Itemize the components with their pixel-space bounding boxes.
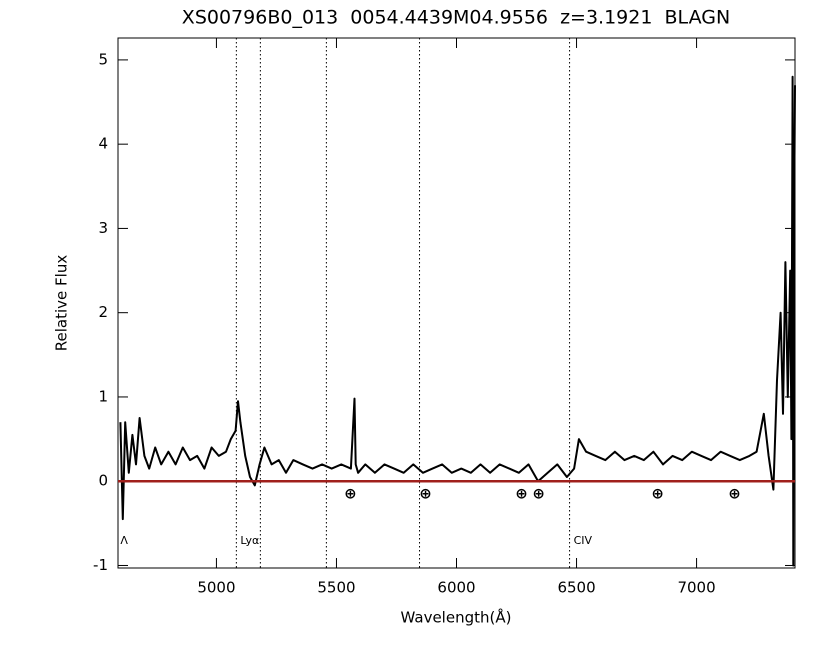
edge-label: Λ: [120, 534, 128, 547]
telluric-marker: ⊕: [515, 484, 528, 502]
line-label: CIV: [574, 534, 593, 547]
telluric-marker: ⊕: [532, 484, 545, 502]
telluric-marker: ⊕: [344, 484, 357, 502]
telluric-marker: ⊕: [728, 484, 741, 502]
telluric-marker: ⊕: [419, 484, 432, 502]
x-tick-label: 7000: [677, 579, 715, 597]
plot-frame: [117, 37, 796, 569]
chart-title: XS00796B0_013 0054.4439M04.9556 z=3.1921…: [182, 7, 730, 29]
line-label: Lyα: [240, 534, 259, 547]
y-tick-label: 4: [98, 135, 108, 153]
telluric-marker: ⊕: [651, 484, 664, 502]
y-tick-label: 1: [98, 387, 108, 405]
y-tick-label: 3: [98, 219, 108, 237]
y-tick-label: 5: [98, 50, 108, 68]
y-axis-label: Relative Flux: [53, 255, 71, 352]
x-tick-label: 6500: [557, 579, 595, 597]
x-tick-label: 5500: [317, 579, 355, 597]
x-axis-label: Wavelength(Å): [401, 608, 512, 627]
x-tick-label: 6000: [437, 579, 475, 597]
spectrum-line: [119, 75, 796, 567]
x-tick-label: 5000: [197, 579, 235, 597]
y-tick-label: 0: [98, 472, 108, 490]
y-tick-label: 2: [98, 303, 108, 321]
y-tick-label: -1: [93, 556, 108, 574]
